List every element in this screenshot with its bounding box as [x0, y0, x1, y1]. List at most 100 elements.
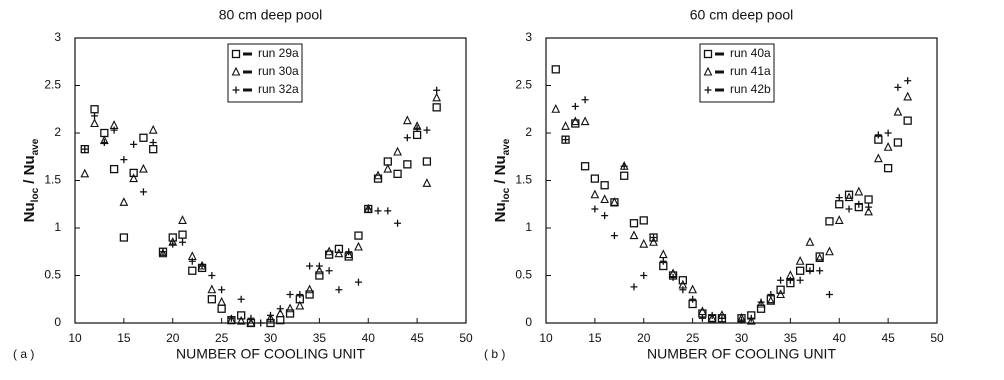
x-tick-label: 35	[784, 331, 798, 345]
point-plus	[640, 272, 648, 279]
point-triangle	[227, 314, 236, 324]
point-plus	[179, 238, 187, 246]
chart-title: 60 cm deep pool	[690, 7, 794, 23]
x-tick-label: 40	[833, 331, 847, 345]
point-triangle	[158, 248, 168, 258]
point-plus	[227, 314, 235, 322]
chart-title: 80 cm deep pool	[219, 7, 323, 23]
point-plus	[120, 156, 128, 164]
point-triangle	[236, 315, 246, 325]
x-tick-label: 30	[264, 331, 278, 345]
y-tick-label: 2	[54, 125, 61, 139]
point-plus	[81, 145, 89, 153]
point-plus	[659, 257, 667, 265]
point-plus	[816, 267, 824, 275]
point-plus	[708, 311, 716, 319]
point-plus	[110, 126, 118, 134]
x-tick-label: 15	[588, 331, 602, 345]
x-axis-label: NUMBER OF COOLING UNIT	[176, 346, 365, 362]
point-plus	[413, 124, 421, 132]
point-plus	[718, 314, 726, 322]
point-square	[334, 244, 344, 254]
point-triangle	[746, 315, 756, 325]
point-square	[207, 295, 217, 304]
x-tick-label: 25	[686, 331, 700, 345]
point-triangle	[795, 256, 805, 265]
point-square	[129, 168, 138, 178]
point-triangle	[707, 313, 717, 322]
point-square	[188, 266, 197, 275]
point-plus	[130, 140, 138, 148]
point-plus	[237, 295, 245, 303]
y-label-part: / Nu	[21, 155, 38, 188]
point-square	[422, 157, 432, 166]
point-square	[315, 271, 324, 280]
point-plus	[91, 112, 99, 120]
point-plus	[394, 219, 402, 227]
point-plus	[100, 139, 108, 146]
point-square	[354, 231, 363, 240]
point-square	[639, 216, 648, 225]
point-plus	[591, 205, 599, 213]
point-triangle	[432, 92, 442, 102]
y-tick-label: 0.5	[44, 268, 61, 282]
point-triangle	[285, 303, 295, 313]
point-plus	[747, 314, 755, 322]
x-tick-label: 10	[539, 331, 553, 345]
point-plus	[796, 276, 804, 284]
point-plus	[374, 207, 382, 215]
point-plus	[403, 134, 411, 142]
y-tick-label: 0.5	[515, 268, 532, 282]
point-plus	[335, 286, 343, 294]
point-triangle	[600, 194, 610, 204]
point-triangle	[805, 237, 815, 246]
point-plus	[786, 276, 794, 284]
point-triangle	[393, 146, 402, 156]
point-triangle	[129, 173, 139, 183]
point-plus	[679, 286, 687, 294]
y-label-part: Nu	[21, 202, 38, 222]
legend-label: run 29a	[258, 46, 299, 60]
point-plus	[904, 77, 912, 85]
point-plus	[689, 295, 697, 303]
point-plus	[139, 188, 147, 196]
point-triangle	[354, 241, 363, 251]
point-triangle	[688, 284, 698, 294]
legend-marker	[232, 86, 240, 94]
legend-box	[227, 43, 303, 103]
point-triangle	[266, 313, 275, 322]
point-plus	[855, 200, 863, 208]
point-plus	[669, 273, 677, 281]
y-tick-label: 2.5	[44, 78, 61, 92]
point-triangle	[314, 265, 324, 275]
point-plus	[738, 316, 745, 324]
point-triangle	[864, 206, 873, 216]
point-triangle	[383, 163, 393, 173]
legend-box	[699, 43, 775, 103]
point-plus	[325, 267, 333, 275]
point-plus	[159, 248, 167, 256]
legend-marker	[231, 66, 241, 76]
x-tick-label: 45	[410, 331, 424, 345]
point-square	[580, 162, 590, 171]
point-plus	[208, 272, 216, 279]
point-plus	[894, 83, 902, 91]
point-triangle	[561, 121, 570, 130]
point-triangle	[305, 284, 314, 294]
y-label-subscript: ave	[30, 138, 41, 155]
y-tick-label: 1	[54, 220, 61, 234]
y-axis-label: Nuloc / Nuave	[21, 138, 41, 222]
point-plus	[865, 203, 873, 211]
y-label-part: Nu	[492, 202, 509, 222]
point-triangle	[178, 215, 187, 224]
point-triangle	[815, 253, 825, 262]
point-triangle	[551, 104, 561, 113]
point-plus	[354, 278, 362, 286]
point-square	[139, 133, 148, 142]
point-triangle	[834, 215, 844, 224]
x-tick-label: 15	[117, 331, 131, 345]
point-triangle	[80, 168, 90, 178]
y-axis-label: Nuloc / Nuave	[492, 138, 512, 222]
y-tick-label: 1	[525, 220, 532, 234]
